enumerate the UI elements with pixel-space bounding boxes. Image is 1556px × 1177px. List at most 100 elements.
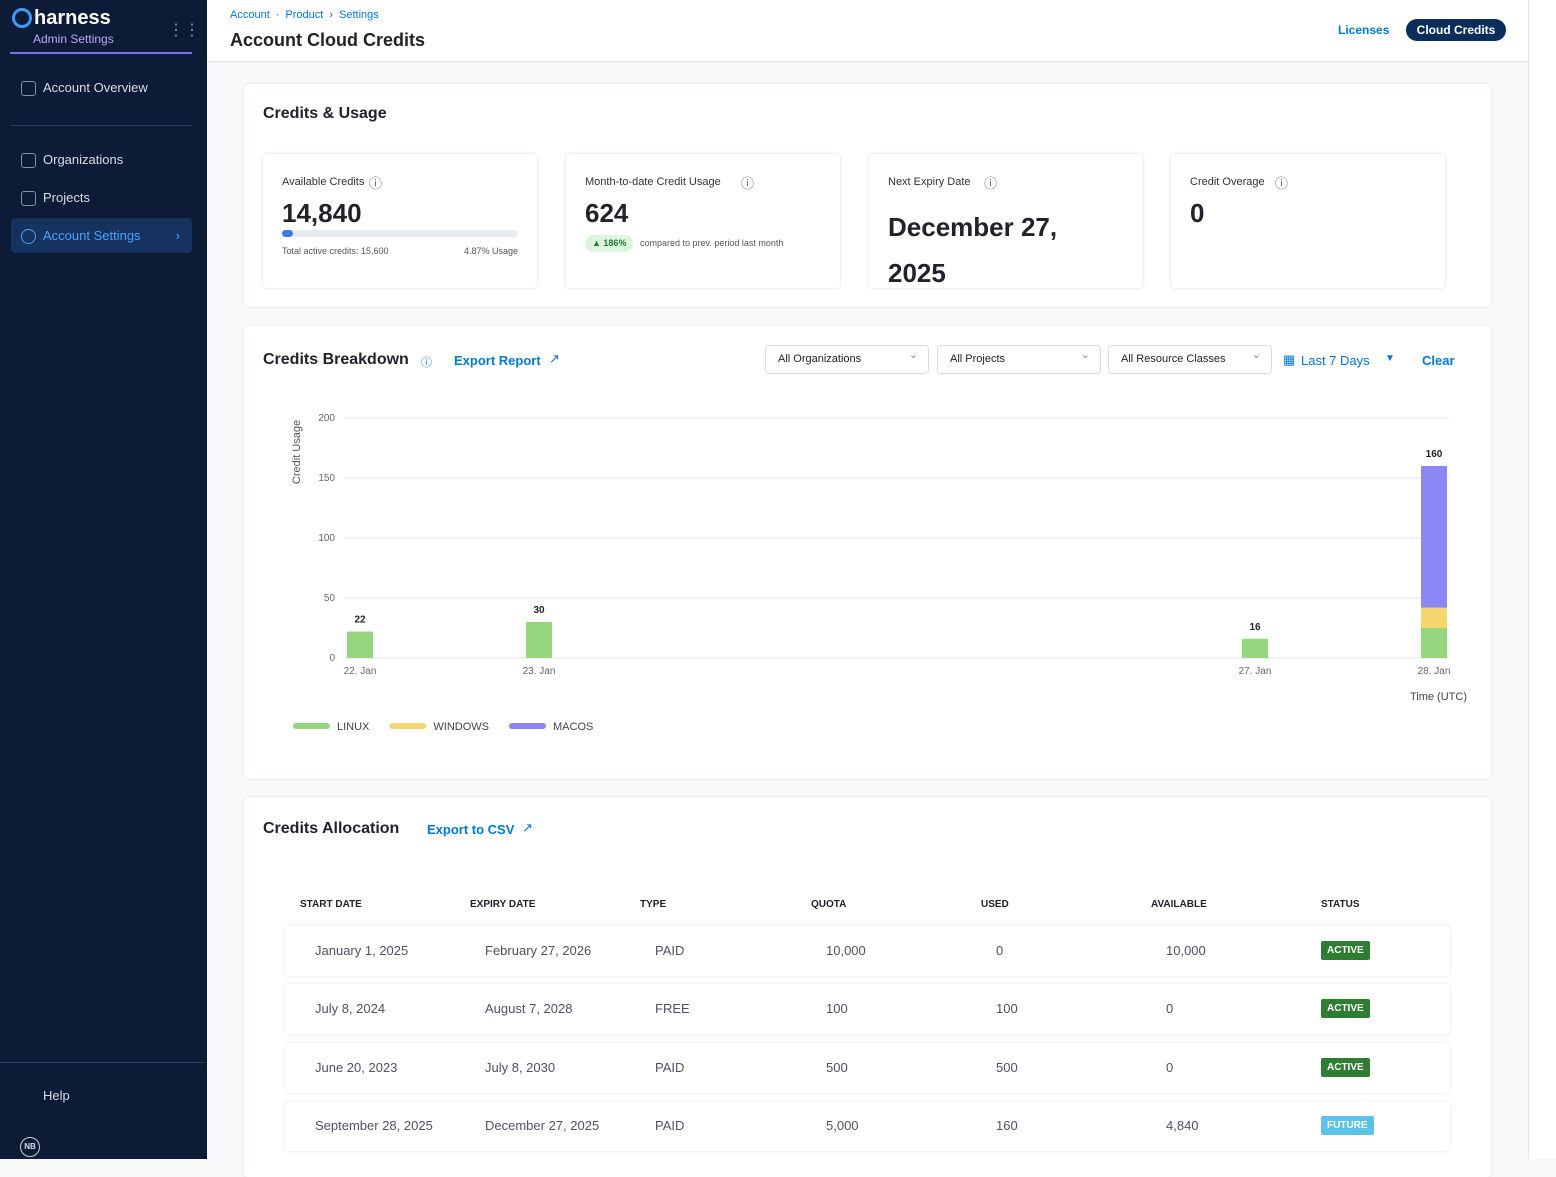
tab-active[interactable]: Cloud Credits [1406,19,1506,41]
badge-text: 186% [603,238,627,248]
status-badge: ACTIVE [1321,999,1370,1019]
total-label: 16 [1249,622,1261,633]
total-label: 22 [354,615,366,626]
chart: 0 50 100 150 200 Credit Usage Time (UTC) 22. Ja… [291,413,1467,733]
stat-value: 624 [585,198,629,228]
nav-item[interactable]: Projects [11,180,192,215]
info-icon[interactable]: ⓘ [983,176,997,191]
page-title: Account Cloud Credits [230,30,426,50]
x-tick-label: 28. Jan [1418,666,1451,677]
apps-icon[interactable]: ⋮⋮ [168,22,200,39]
x-tick-label: 27. Jan [1239,666,1272,677]
usage-track [282,230,518,237]
stat-label: Month-to-date Credit Usage [585,176,721,188]
table-cell: 0 [1166,1001,1174,1017]
export-link[interactable]: Export Report [454,353,541,368]
total-label: 160 [1426,449,1443,460]
chevron: › [175,228,180,243]
table-row: June 20, 2023 July 8, 2030 PAID 500 500 0 ACTI… [285,1042,1450,1093]
date-range[interactable]: Last 7 Days [1301,353,1370,368]
stat-label: Next Expiry Date [888,176,971,188]
table-cell: 100 [996,1001,1018,1017]
breadcrumb[interactable]: Account [230,9,270,21]
brand: harness [34,7,111,29]
breadcrumb[interactable]: Product [285,9,324,21]
column-header: START DATE [300,899,362,910]
external-icon: ↗ [522,820,533,835]
table-cell: 500 [996,1059,1018,1075]
column-header: USED [981,899,1009,910]
table-cell: 5,000 [826,1117,859,1133]
table-cell: 100 [826,1001,848,1017]
info-icon[interactable]: ⓘ [740,176,754,191]
table-cell: December 27, 2025 [485,1117,600,1133]
badge: ▲ 186% [585,235,634,252]
y-axis-label: Credit Usage [291,420,303,484]
bar-segment [526,622,552,658]
x-tick-label: 22. Jan [344,666,377,677]
scroll-area [1528,0,1556,1159]
bar-segment [1421,466,1447,608]
info-icon[interactable]: ⓘ [368,176,382,191]
stat-value: December 27, 2025 [888,212,1058,288]
logo-icon [12,8,32,28]
header: Account · Product › Settings Account Cloud C… [207,0,1528,62]
stat-value: 0 [1190,198,1205,228]
table-cell: January 1, 2025 [315,943,409,958]
legend-swatch [509,723,547,729]
y-tick-label: 150 [318,473,335,484]
legend-label[interactable]: LINUX [337,721,370,733]
nav-item[interactable]: Account Overview [11,70,192,105]
filter-select[interactable]: All Organizations [765,342,929,374]
table-cell: February 27, 2026 [485,943,592,958]
table-cell: PAID [655,1059,685,1075]
separator: › [329,9,334,21]
avatar[interactable]: NB [20,1137,40,1157]
filter-select[interactable]: All Resource Classes [1108,342,1272,374]
legend-label[interactable]: MACOS [553,721,593,733]
bar-segment [1421,628,1447,658]
nav-item[interactable]: Account Settings › [11,218,192,253]
table-cell: PAID [655,943,685,958]
divider [10,125,192,126]
note: compared to prev. period last month [640,238,784,248]
table-row: July 8, 2024 August 7, 2028 FREE 100 100 0 ACT… [285,984,1450,1035]
usage-bar [282,230,294,237]
column-header: EXPIRY DATE [470,899,536,910]
info-icon[interactable]: ⓘ [1274,176,1288,191]
arrow: ▲ [592,238,604,248]
table-cell: 0 [1166,1059,1174,1075]
help[interactable]: Help [43,1088,70,1103]
section-title: Credits & Usage [263,105,387,122]
y-tick-label: 100 [318,533,335,544]
tab[interactable]: Licenses [1338,23,1390,37]
info-icon[interactable]: ⓘ [421,357,432,369]
sidebar: harness Admin Settings ⋮⋮ Account Overvi… [0,0,207,1159]
bar-segment [347,631,373,658]
stat-card: Month-to-date Credit Usage 624 ▲ 186% compa… [566,154,840,288]
table-cell: June 20, 2023 [315,1059,398,1075]
caret: ▼ [1385,353,1395,364]
table-cell: July 8, 2030 [485,1059,556,1075]
table-cell: 160 [996,1117,1018,1133]
stat-card: Next Expiry Date December 27, 2025 ⓘ [869,154,1143,288]
table-cell: FREE [655,1001,690,1017]
table-cell: 10,000 [826,943,866,958]
table-cell: 4,840 [1166,1117,1199,1133]
nav-item[interactable]: Organizations [11,142,192,177]
usage-label: 4.87% Usage [463,246,518,256]
external-icon: ↗ [549,351,560,366]
stat-label: Credit Overage [1190,176,1265,188]
clear[interactable]: Clear [1422,353,1455,368]
section-title: Credits Allocation [263,820,400,837]
status-badge: FUTURE [1321,1115,1374,1135]
note: Total active credits: 15,600 [282,246,389,256]
calendar-icon: ▦ [1283,352,1296,367]
table-cell: 0 [996,943,1004,958]
legend-label[interactable]: WINDOWS [433,721,489,733]
filter-select[interactable]: All Projects [937,342,1101,374]
table-cell: 500 [826,1059,848,1075]
breadcrumb[interactable]: Settings [339,9,379,21]
export-link[interactable]: Export to CSV [427,822,515,837]
